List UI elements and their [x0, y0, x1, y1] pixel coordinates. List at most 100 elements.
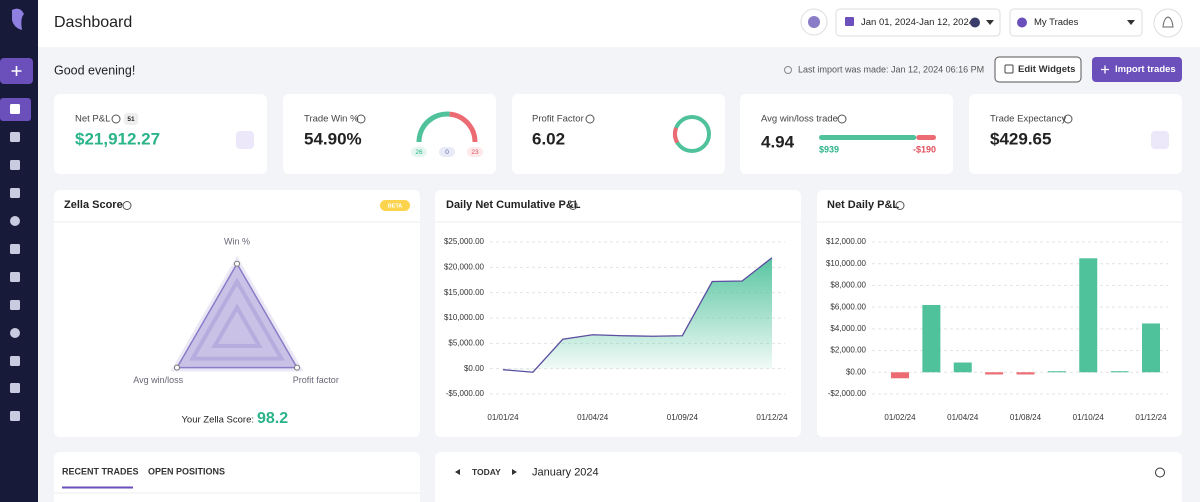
- y-tick-label: -$5,000.00: [446, 389, 485, 398]
- bar: [1016, 372, 1035, 375]
- info-icon[interactable]: [895, 201, 905, 210]
- x-tick-label: 01/08/24: [1010, 413, 1042, 422]
- add-icon: [11, 66, 22, 76]
- radar-guide: [189, 277, 285, 361]
- x-tick-label: 01/12/24: [1135, 413, 1167, 422]
- radar-label: Win %: [224, 236, 250, 246]
- date-range: Jan 01, 2024-Jan 12, 2024: [861, 17, 974, 28]
- bar: [1047, 371, 1066, 373]
- badge: [439, 147, 455, 157]
- gauge-breakeven: 0: [445, 149, 449, 156]
- import-button[interactable]: [1092, 57, 1182, 82]
- gauge-wins: 26: [415, 149, 423, 156]
- edit-widgets-button[interactable]: [994, 56, 1082, 83]
- radar-point: [294, 364, 301, 371]
- nav-icon[interactable]: [10, 272, 20, 282]
- gauge-arc: [449, 111, 478, 143]
- bell-icon: [1162, 16, 1174, 28]
- badge: [124, 113, 138, 125]
- win-bar: [819, 135, 917, 140]
- nav-icon[interactable]: [10, 383, 20, 393]
- bar: [985, 372, 1004, 375]
- tab[interactable]: OPEN POSITIONS: [148, 466, 225, 476]
- info-icon[interactable]: [568, 201, 578, 210]
- x-tick-label: 01/01/24: [487, 413, 519, 422]
- card-title: Daily Net Cumulative P&L: [446, 199, 581, 211]
- nav-icon[interactable]: [10, 160, 20, 170]
- x-tick-label: 01/02/24: [884, 413, 916, 422]
- y-tick-label: $15,000.00: [444, 288, 485, 297]
- sync-icon: [784, 66, 792, 74]
- stat-card: [969, 94, 1182, 174]
- x-tick-label: 01/10/24: [1073, 413, 1105, 422]
- greeting: Good evening!: [54, 63, 135, 77]
- beta-label: BETA: [388, 203, 403, 209]
- today-button[interactable]: TODAY: [472, 467, 501, 477]
- logo: [12, 8, 24, 30]
- stat-card: [512, 94, 725, 174]
- prev-month[interactable]: [455, 469, 460, 475]
- account-icon: [1017, 17, 1027, 28]
- y-tick-label: $20,000.00: [444, 262, 485, 271]
- page-title: Dashboard: [54, 14, 132, 31]
- nav-icon[interactable]: [10, 104, 20, 114]
- nav-icon[interactable]: [10, 216, 20, 226]
- score-label: Your Zella Score:: [181, 415, 254, 426]
- y-tick-label: $4,000.00: [830, 324, 866, 333]
- clear-date[interactable]: [970, 17, 980, 28]
- date-picker[interactable]: [835, 8, 1001, 37]
- line: [502, 257, 773, 373]
- radar-guide: [211, 303, 263, 348]
- avg-loss: -$190: [913, 144, 936, 154]
- nav-icon[interactable]: [10, 244, 20, 254]
- edit-icon: [1004, 64, 1014, 74]
- notifications[interactable]: [1153, 8, 1183, 38]
- y-tick-label: $2,000.00: [830, 346, 866, 355]
- dropdown-caret: [986, 20, 994, 25]
- info-icon[interactable]: [122, 201, 132, 210]
- last-import: Last import was made: Jan 12, 2024 06:16…: [798, 64, 984, 74]
- dropdown-caret: [1127, 20, 1135, 25]
- tab-active[interactable]: RECENT TRADES: [62, 466, 139, 476]
- y-tick-label: -$2,000.00: [828, 389, 867, 398]
- bar: [1079, 258, 1098, 373]
- nav-icon[interactable]: [10, 132, 20, 142]
- cumulative-card: [435, 190, 801, 437]
- currency-icon: [808, 16, 820, 28]
- info-icon[interactable]: [837, 114, 847, 124]
- y-tick-label: $8,000.00: [830, 281, 866, 290]
- trade-expectancy: $429.65: [990, 129, 1051, 148]
- x-tick-label: 01/04/24: [577, 413, 609, 422]
- bar: [891, 372, 909, 379]
- bar: [1142, 323, 1160, 373]
- nav-icon[interactable]: [10, 356, 20, 366]
- avg-win: $939: [819, 144, 839, 154]
- stat-label: Profit Factor: [532, 114, 584, 125]
- info-icon[interactable]: [1155, 467, 1165, 478]
- info-icon[interactable]: [356, 114, 366, 124]
- nav-icon[interactable]: [10, 188, 20, 198]
- info-icon[interactable]: [1063, 114, 1073, 124]
- nav-icon[interactable]: [10, 411, 20, 421]
- next-month[interactable]: [512, 469, 517, 475]
- radar-point: [173, 364, 180, 371]
- y-tick-label: $10,000.00: [826, 259, 867, 268]
- profit-factor: 6.02: [532, 129, 565, 148]
- trade-win-pct: 54.90%: [304, 129, 362, 148]
- y-tick-label: $0.00: [464, 364, 485, 373]
- info-icon[interactable]: [585, 114, 595, 124]
- nav-icons: [10, 104, 20, 421]
- gauge-losses: 23: [471, 149, 479, 156]
- account-select[interactable]: [1009, 8, 1143, 37]
- y-tick-label: $0.00: [846, 367, 867, 376]
- area: [503, 257, 772, 373]
- nav-icon[interactable]: [10, 328, 20, 338]
- avg-win-loss: 4.94: [761, 132, 795, 151]
- calendar-panel: [435, 452, 1182, 502]
- info-icon[interactable]: [111, 114, 121, 124]
- nav-icon[interactable]: [10, 300, 20, 310]
- bar: [922, 304, 941, 373]
- loss-bar: [916, 135, 936, 140]
- daily-card: [817, 190, 1182, 437]
